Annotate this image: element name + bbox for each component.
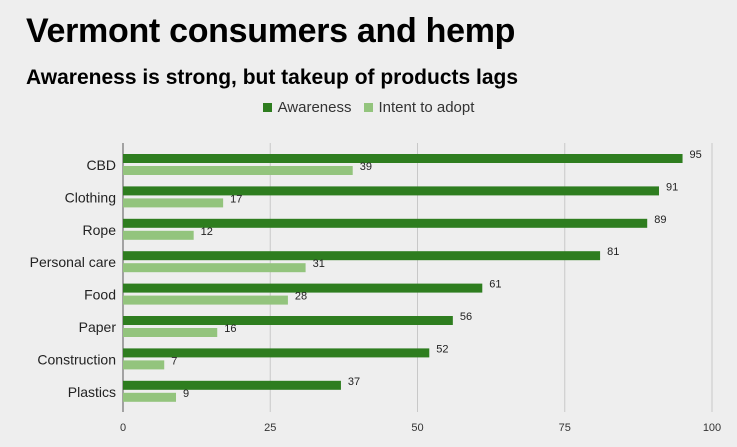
legend-item-intent: Intent to adopt bbox=[363, 99, 475, 116]
category-label-rope: Rope bbox=[83, 222, 117, 238]
value-label-intent-to-adopt-rope: 12 bbox=[201, 226, 213, 238]
bar-awareness-plastics bbox=[123, 380, 341, 390]
value-label-intent-to-adopt-clothing: 17 bbox=[230, 193, 242, 205]
legend-label-awareness: Awareness bbox=[277, 99, 352, 116]
bar-intent-to-adopt-paper bbox=[123, 328, 218, 337]
category-label-plastics: Plastics bbox=[68, 384, 116, 400]
chart-title: Vermont consumers and hemp bbox=[26, 12, 516, 50]
bar-intent-to-adopt-construction bbox=[123, 360, 165, 370]
value-label-intent-to-adopt-construction: 7 bbox=[171, 355, 177, 367]
category-label-food: Food bbox=[84, 287, 116, 303]
bar-awareness-cbd bbox=[123, 154, 683, 163]
value-label-awareness-clothing: 91 bbox=[666, 181, 678, 193]
value-label-intent-to-adopt-paper: 16 bbox=[224, 323, 236, 335]
legend-swatch-intent bbox=[363, 103, 373, 112]
x-tick-label-75: 75 bbox=[559, 422, 571, 434]
value-label-awareness-cbd: 95 bbox=[690, 149, 702, 161]
category-label-paper: Paper bbox=[79, 319, 117, 335]
category-label-personal-care: Personal care bbox=[30, 254, 117, 270]
bar-awareness-rope bbox=[123, 218, 648, 228]
value-label-awareness-paper: 56 bbox=[460, 311, 472, 323]
bar-intent-to-adopt-clothing bbox=[123, 198, 224, 208]
value-label-awareness-food: 61 bbox=[489, 279, 501, 291]
value-label-awareness-plastics: 37 bbox=[348, 376, 360, 388]
chart-subtitle: Awareness is strong, but takeup of produ… bbox=[26, 66, 519, 89]
bar-intent-to-adopt-cbd bbox=[123, 166, 353, 175]
x-tick-label-100: 100 bbox=[703, 422, 721, 434]
value-label-awareness-personal-care: 81 bbox=[607, 246, 619, 258]
bar-intent-to-adopt-food bbox=[123, 295, 288, 305]
value-label-intent-to-adopt-personal-care: 31 bbox=[313, 258, 325, 270]
bar-awareness-construction bbox=[123, 348, 430, 358]
category-label-clothing: Clothing bbox=[65, 189, 116, 205]
bar-awareness-clothing bbox=[123, 186, 659, 196]
value-label-intent-to-adopt-food: 28 bbox=[295, 291, 307, 303]
category-label-construction: Construction bbox=[37, 351, 116, 367]
legend-swatch-awareness bbox=[262, 103, 272, 112]
bar-intent-to-adopt-plastics bbox=[123, 392, 177, 402]
bar-awareness-paper bbox=[123, 316, 453, 325]
x-tick-label-50: 50 bbox=[411, 422, 423, 434]
x-tick-label-25: 25 bbox=[264, 422, 276, 434]
bar-intent-to-adopt-personal-care bbox=[123, 263, 306, 273]
bar-awareness-food bbox=[123, 283, 483, 293]
value-label-awareness-construction: 52 bbox=[436, 343, 448, 355]
legend-item-awareness: Awareness bbox=[262, 99, 352, 116]
bar-awareness-personal-care bbox=[123, 251, 601, 261]
x-tick-label-0: 0 bbox=[120, 422, 126, 434]
value-label-intent-to-adopt-plastics: 9 bbox=[183, 388, 189, 400]
value-label-awareness-rope: 89 bbox=[654, 214, 666, 226]
value-label-intent-to-adopt-cbd: 39 bbox=[360, 161, 372, 173]
legend: Awareness Intent to adopt bbox=[0, 99, 737, 116]
bar-intent-to-adopt-rope bbox=[123, 230, 194, 240]
legend-label-intent: Intent to adopt bbox=[378, 99, 475, 116]
category-label-cbd: CBD bbox=[86, 157, 116, 173]
